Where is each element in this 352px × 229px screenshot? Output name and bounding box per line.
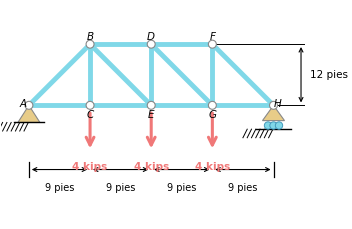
Circle shape	[147, 40, 155, 48]
Circle shape	[86, 40, 94, 48]
Text: 12 pies: 12 pies	[310, 70, 348, 80]
Text: C: C	[87, 110, 94, 120]
Text: D: D	[147, 33, 155, 42]
Circle shape	[264, 122, 272, 129]
Circle shape	[270, 122, 277, 129]
Circle shape	[208, 101, 216, 109]
Circle shape	[25, 101, 33, 109]
Text: 4 kips: 4 kips	[133, 162, 169, 172]
Circle shape	[275, 122, 283, 129]
Circle shape	[270, 101, 277, 109]
Text: H: H	[274, 99, 282, 109]
Text: A: A	[20, 99, 27, 109]
Text: F: F	[209, 33, 215, 42]
Polygon shape	[18, 105, 40, 123]
Polygon shape	[263, 105, 284, 121]
Circle shape	[208, 40, 216, 48]
Text: 9 pies: 9 pies	[106, 183, 135, 193]
Text: 9 pies: 9 pies	[45, 183, 74, 193]
Text: B: B	[87, 33, 94, 42]
Text: 4 kips: 4 kips	[73, 162, 108, 172]
Text: 9 pies: 9 pies	[167, 183, 196, 193]
Text: E: E	[148, 110, 155, 120]
Text: G: G	[208, 110, 216, 120]
Circle shape	[86, 101, 94, 109]
Circle shape	[147, 101, 155, 109]
Text: 9 pies: 9 pies	[228, 183, 258, 193]
Text: 4 kips: 4 kips	[195, 162, 230, 172]
